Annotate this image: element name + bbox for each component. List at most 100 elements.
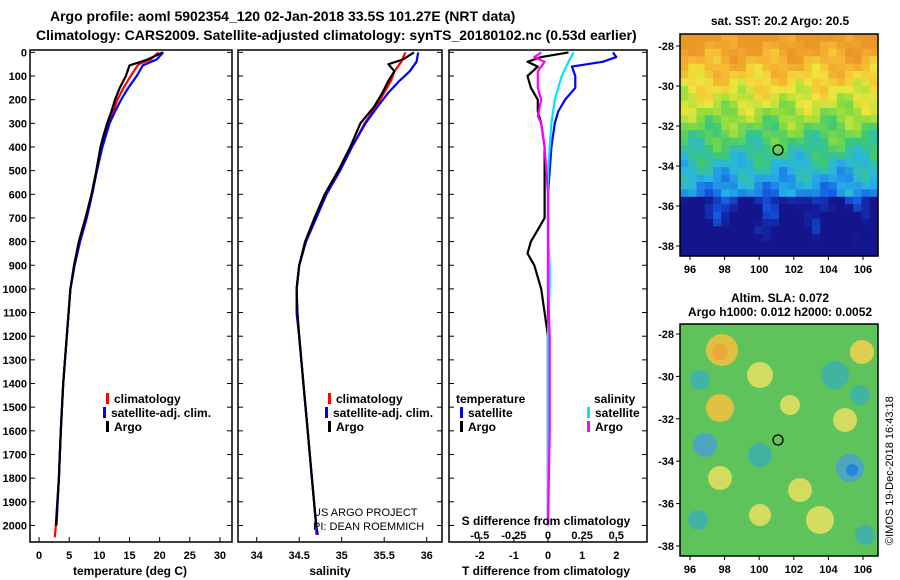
sst-cell bbox=[828, 189, 838, 198]
sst-cell bbox=[713, 204, 722, 213]
map-y-tick-label: -34 bbox=[658, 456, 675, 468]
sst-cell bbox=[713, 196, 722, 205]
sst-cell bbox=[861, 100, 871, 109]
sst-cell bbox=[746, 108, 755, 116]
sst-cell bbox=[845, 233, 854, 242]
sst-cell bbox=[779, 41, 788, 50]
x-tick-label: 36 bbox=[421, 550, 433, 562]
sst-cell bbox=[770, 233, 780, 242]
sst-cell bbox=[803, 159, 813, 168]
sst-cell bbox=[812, 174, 821, 183]
sst-cell bbox=[729, 108, 739, 116]
sst-cell bbox=[688, 48, 698, 57]
sst-cell bbox=[704, 63, 714, 72]
sst-cell bbox=[803, 167, 813, 176]
sst-cell bbox=[779, 122, 788, 131]
sst-cell bbox=[803, 226, 813, 235]
x-tick-label: 25 bbox=[184, 550, 196, 562]
sla-blob bbox=[749, 504, 771, 526]
sst-cell bbox=[737, 204, 747, 213]
sst-cell bbox=[787, 56, 797, 65]
sst-cell bbox=[869, 71, 879, 79]
temperature-legend: climatology satellite-adj. clim. Argo bbox=[103, 392, 211, 434]
sst-cell bbox=[853, 248, 863, 257]
sst-cell bbox=[754, 196, 764, 205]
sst-cell bbox=[729, 226, 739, 235]
sst-cell bbox=[737, 167, 747, 176]
sst-cell bbox=[820, 182, 830, 190]
sst-cell bbox=[779, 137, 788, 146]
sst-cell bbox=[688, 41, 698, 50]
sst-cell bbox=[836, 48, 846, 57]
sst-cell bbox=[861, 241, 871, 250]
sst-cell bbox=[803, 41, 813, 50]
sst-cell bbox=[721, 182, 731, 190]
sst-cell bbox=[713, 130, 722, 139]
sst-cell bbox=[754, 211, 764, 220]
sst-cell bbox=[820, 189, 830, 198]
sst-cell bbox=[704, 130, 714, 139]
sst-cell bbox=[721, 41, 731, 50]
sst-cell bbox=[721, 233, 731, 242]
sst-cell bbox=[746, 159, 755, 168]
sst-cell bbox=[713, 159, 722, 168]
sst-cell bbox=[746, 100, 755, 109]
sst-cell bbox=[812, 159, 821, 168]
sst-cell bbox=[795, 196, 805, 205]
sst-cell bbox=[713, 34, 722, 42]
sst-cell bbox=[779, 78, 788, 87]
sst-cell bbox=[812, 196, 821, 205]
temp-legend-argo: Argo bbox=[114, 420, 142, 434]
imos-side-label: ©IMOS 19-Dec-2018 16:43:18 bbox=[884, 396, 896, 545]
sst-cell bbox=[680, 71, 689, 79]
sst-cell bbox=[762, 71, 772, 79]
sst-cell bbox=[803, 182, 813, 190]
sst-cell bbox=[779, 100, 788, 109]
sst-cell bbox=[746, 145, 755, 153]
sst-cell bbox=[737, 108, 747, 116]
sst-cell bbox=[754, 137, 764, 146]
sst-cell bbox=[737, 63, 747, 72]
sst-cell bbox=[680, 174, 689, 183]
sst-cell bbox=[762, 241, 772, 250]
sst-cell bbox=[803, 56, 813, 65]
sst-cell bbox=[853, 48, 863, 57]
sst-cell bbox=[754, 189, 764, 198]
sst-cell bbox=[737, 182, 747, 190]
sst-cell bbox=[845, 167, 854, 176]
s-tick-label: 0.25 bbox=[571, 530, 592, 542]
sst-cell bbox=[754, 34, 764, 42]
map-x-tick-label: 102 bbox=[785, 564, 803, 576]
sst-cell bbox=[770, 145, 780, 153]
sst-cell bbox=[836, 152, 846, 161]
sst-cell bbox=[688, 182, 698, 190]
sst-cell bbox=[779, 211, 788, 220]
sst-cell bbox=[869, 63, 879, 72]
sst-map-yaxis: -28 -30 -32 -34 -36 -38 bbox=[658, 41, 680, 253]
sst-cell bbox=[688, 226, 698, 235]
sst-cell bbox=[754, 159, 764, 168]
series-line-argo bbox=[295, 51, 415, 526]
sst-cell bbox=[861, 233, 871, 242]
sst-cell bbox=[803, 93, 813, 102]
sst-cell bbox=[803, 115, 813, 124]
sst-cell bbox=[713, 167, 722, 176]
sst-cell bbox=[828, 63, 838, 72]
sst-cell bbox=[721, 71, 731, 79]
sst-cell bbox=[713, 71, 722, 79]
sst-cell bbox=[795, 93, 805, 102]
sst-cell bbox=[820, 41, 830, 50]
sst-cell bbox=[779, 226, 788, 235]
diff-legend-sal-sat-swatch bbox=[587, 407, 590, 418]
sst-cell bbox=[853, 34, 863, 42]
sst-cell bbox=[754, 152, 764, 161]
sst-cell bbox=[861, 78, 871, 87]
sst-cell bbox=[861, 211, 871, 220]
sst-cell bbox=[754, 115, 764, 124]
sst-cell bbox=[754, 100, 764, 109]
sst-cell bbox=[696, 189, 706, 198]
sst-cell bbox=[820, 174, 830, 183]
sst-cell bbox=[770, 241, 780, 250]
sst-cell bbox=[787, 130, 797, 139]
sst-cell bbox=[853, 115, 863, 124]
